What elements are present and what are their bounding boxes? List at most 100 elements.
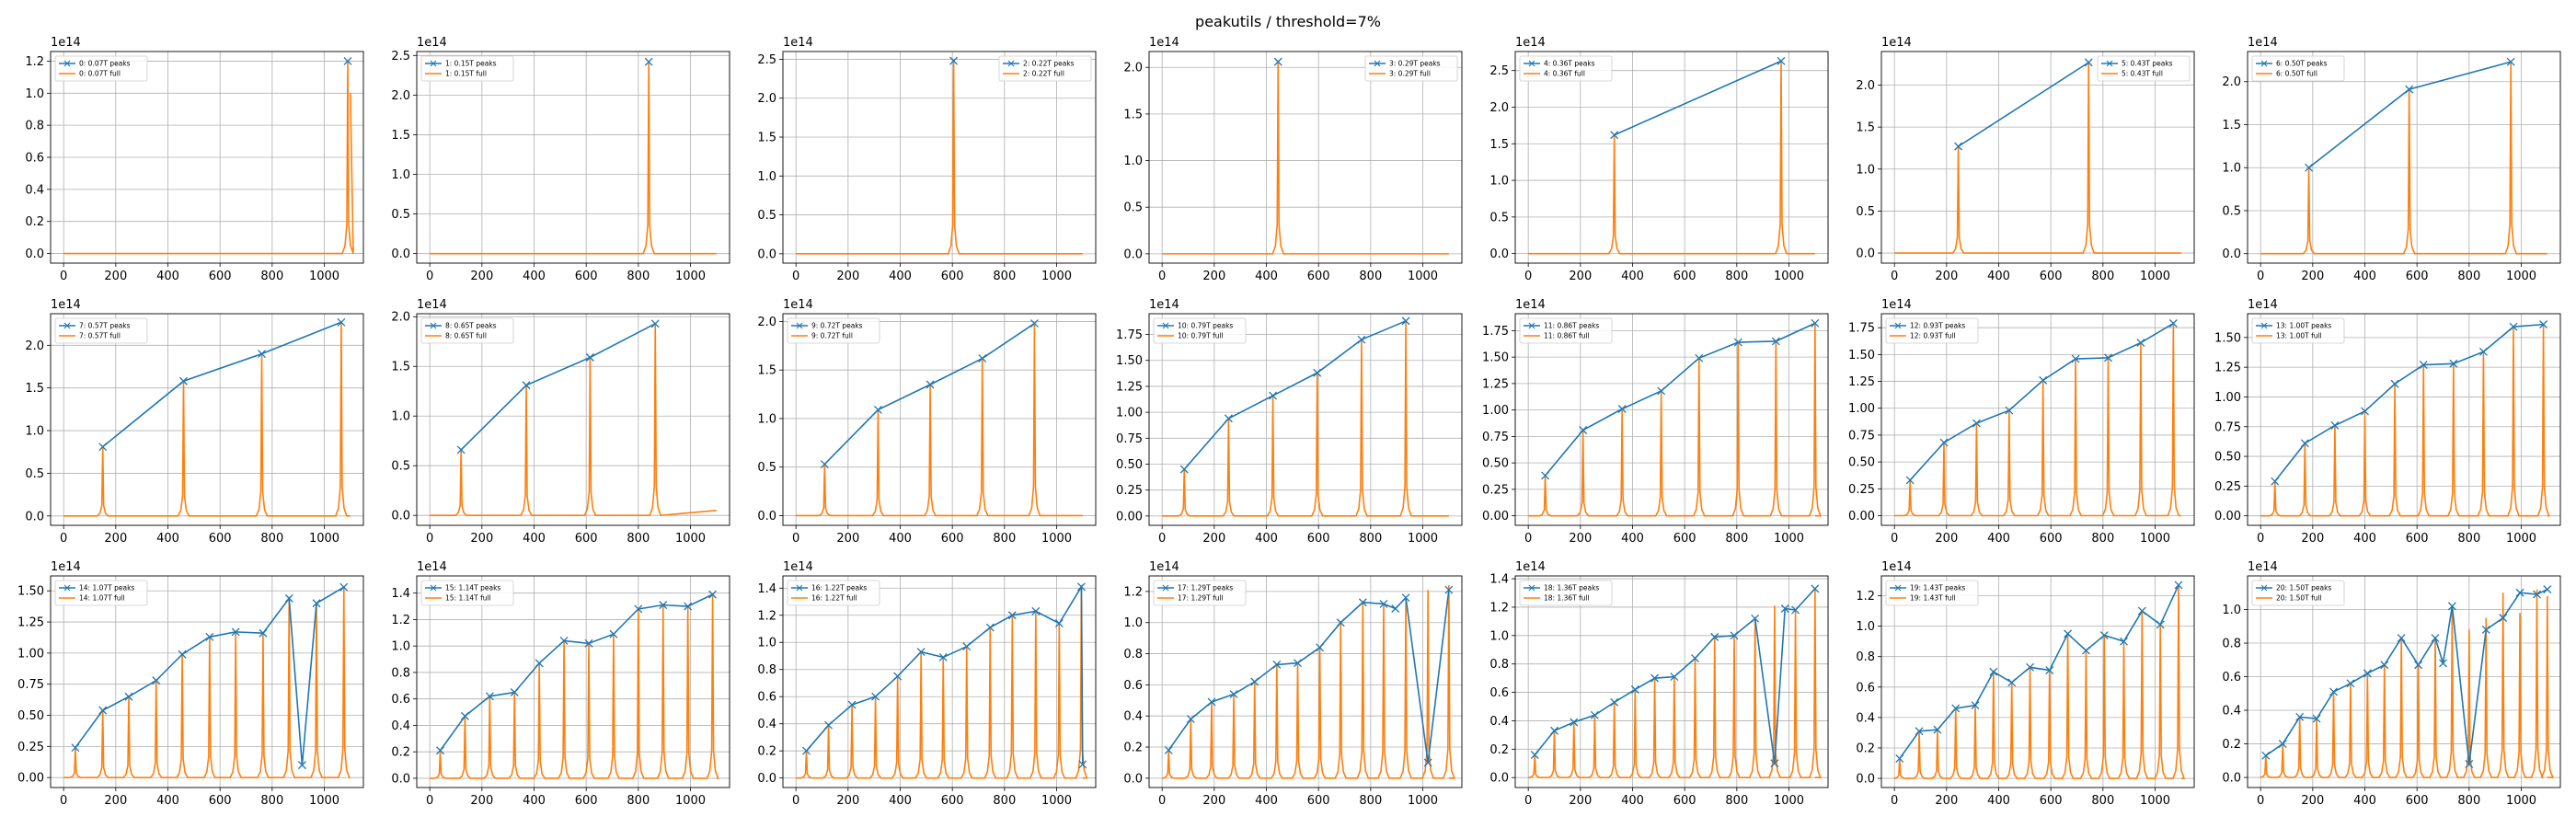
x-tick-label: 1000 <box>675 532 706 546</box>
y-exponent-label: 1e14 <box>1149 36 1179 50</box>
y-exponent-label: 1e14 <box>2248 560 2278 574</box>
peak-marker <box>1691 654 1699 662</box>
legend: 18: 1.36T peaks 18: 1.36T full <box>1519 580 1613 606</box>
x-tick-label: 600 <box>209 532 232 546</box>
legend-peaks-label: 16: 1.22T peaks <box>811 584 867 592</box>
peak-marker <box>259 628 268 638</box>
legend-box <box>54 317 148 344</box>
y-tick-label: 0.50 <box>17 709 44 723</box>
y-tick-label: 1.4 <box>391 587 410 601</box>
y-tick-label: 0.2 <box>391 746 410 760</box>
y-exponent-label: 1e14 <box>1149 560 1179 574</box>
x-tick-label: 800 <box>627 532 650 546</box>
peak-marker <box>2380 661 2389 670</box>
peak-marker <box>1939 438 1949 447</box>
peak-marker <box>1905 476 1915 485</box>
x-tick-label: 400 <box>156 532 179 546</box>
legend-box <box>1364 55 1458 82</box>
x-tick-label: 200 <box>1202 270 1225 283</box>
peak-marker <box>510 688 519 696</box>
legend-peaks-label: 4: 0.36T peaks <box>1544 60 1595 68</box>
y-tick-label: 1.0 <box>391 640 410 654</box>
peak-marker <box>152 676 161 685</box>
peak-marker <box>916 648 926 657</box>
x-tick-label: 0 <box>1891 270 1898 283</box>
full-spectrum-line <box>1162 585 1455 779</box>
legend-peaks-marker <box>1162 584 1169 592</box>
y-tick-label: 0.0 <box>1123 772 1143 786</box>
peak-marker <box>2120 637 2128 646</box>
peak-marker <box>1780 604 1789 613</box>
y-exponent-label: 1e14 <box>51 560 81 574</box>
x-tick-label: 200 <box>1569 532 1592 546</box>
x-tick-label: 200 <box>1569 270 1592 283</box>
subplot-4: 0 200 400 600 800 1000 0.0 0.5 1.0 1.5 2.0 2.5 1e14 4… <box>1489 36 1829 283</box>
legend-peaks-marker <box>1894 584 1902 592</box>
peak-marker <box>2174 581 2183 590</box>
peaks-line <box>439 593 713 752</box>
x-tick-label: 0 <box>1891 794 1898 808</box>
y-tick-label: 1.0 <box>2222 604 2241 617</box>
legend-box <box>787 317 880 344</box>
peak-marker <box>985 623 995 632</box>
x-tick-label: 600 <box>1673 270 1696 283</box>
x-tick-label: 400 <box>523 794 546 808</box>
legend-peaks-marker <box>63 60 71 67</box>
legend-full-label: 18: 1.36T full <box>1544 594 1590 603</box>
legend-peaks-label: 13: 1.00T peaks <box>2276 322 2331 330</box>
x-tick-label: 0 <box>2257 270 2264 283</box>
legend-full-label: 11: 0.86T full <box>1544 332 1590 340</box>
legend-full-label: 5: 0.43T full <box>2122 70 2163 78</box>
legend-peaks-marker <box>430 60 437 67</box>
x-tick-label: 800 <box>627 794 650 808</box>
legend: 1: 0.15T peaks 1: 0.15T full <box>420 55 514 82</box>
peak-marker <box>2305 163 2314 172</box>
axes-frame <box>1880 575 2195 788</box>
axes-frame <box>1514 51 1829 264</box>
y-tick-label: 1.25 <box>1482 377 1509 391</box>
y-exponent-label: 1e14 <box>417 298 447 312</box>
legend-box <box>998 55 1092 82</box>
y-tick-label: 1.5 <box>391 361 410 374</box>
y-tick-label: 2.0 <box>1856 79 1875 93</box>
x-tick-label: 400 <box>1987 794 2010 808</box>
y-tick-label: 1.00 <box>1482 404 1509 418</box>
y-tick-label: 1.2 <box>25 55 44 69</box>
x-tick-label: 400 <box>889 794 912 808</box>
full-spectrum-line <box>796 323 1083 517</box>
y-tick-label: 2.0 <box>757 316 776 329</box>
peak-marker <box>1579 426 1588 434</box>
x-tick-label: 400 <box>2353 532 2376 546</box>
legend-peaks-marker <box>63 584 71 592</box>
y-tick-label: 1.00 <box>1116 407 1143 420</box>
legend-box <box>420 55 514 82</box>
legend-peaks-label: 3: 0.29T peaks <box>1389 60 1441 68</box>
peak-marker <box>535 659 544 668</box>
axes-frame <box>1514 575 1829 788</box>
peak-marker <box>436 746 444 755</box>
peak-marker <box>2361 407 2369 416</box>
x-tick-label: 1000 <box>1408 532 1438 546</box>
legend: 8: 0.65T peaks 8: 0.65T full <box>420 317 514 344</box>
peak-marker <box>178 650 187 659</box>
legend-full-label: 14: 1.07T full <box>79 594 125 603</box>
x-tick-label: 600 <box>209 794 232 808</box>
subplot-9: 0 200 400 600 800 1000 0.0 0.5 1.0 1.5 2.0 1e14 9: 0… <box>757 298 1097 546</box>
peak-marker <box>1179 465 1189 474</box>
peaks-line <box>1183 320 1407 470</box>
subplot-2: 0 200 400 600 800 1000 0.0 0.5 1.0 1.5 2.0 2.5 1e14 2… <box>757 36 1097 283</box>
x-tick-label: 1000 <box>1774 794 1804 808</box>
subplot-16: 0 200 400 600 800 1000 0.0 0.2 0.4 0.6 0.8 1.0 1.2 1.… <box>757 560 1097 808</box>
peak-marker <box>179 376 188 385</box>
y-tick-label: 0.0 <box>757 247 776 261</box>
peak-marker <box>1657 386 1666 396</box>
x-tick-label: 800 <box>2457 794 2480 808</box>
x-tick-label: 400 <box>1987 270 2010 283</box>
legend-peaks-marker <box>1894 322 1902 329</box>
legend-full-label: 17: 1.29T full <box>1178 594 1224 603</box>
y-tick-label: 0.00 <box>17 772 44 786</box>
peak-marker <box>1401 316 1410 326</box>
peak-marker <box>1358 598 1367 607</box>
peak-marker <box>1811 584 1820 593</box>
axes-frame <box>1148 313 1463 526</box>
